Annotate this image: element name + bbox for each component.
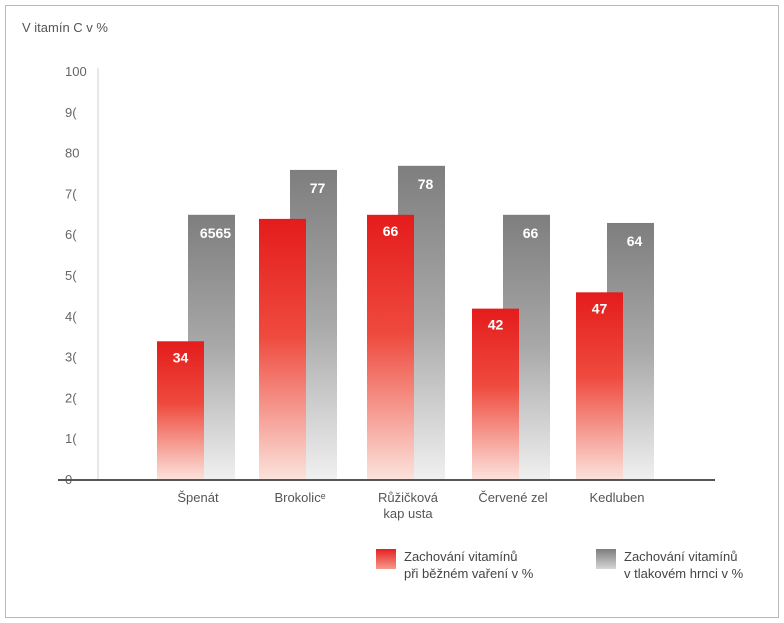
- legend-label-line: v tlakovém hrnci v %: [624, 566, 744, 581]
- y-tick-label: 5(: [65, 268, 77, 283]
- y-axis-label: V itamín C v %: [22, 20, 108, 35]
- y-tick-label: 7(: [65, 186, 77, 201]
- y-tick-label: 4(: [65, 309, 77, 324]
- y-tick-label: 100: [65, 64, 87, 79]
- legend-label-line: Zachování vitamínů: [404, 549, 518, 564]
- y-tick-label: 80: [65, 146, 79, 161]
- data-label-normal-cooking: 66: [383, 223, 399, 239]
- bar-normal-cooking: [157, 341, 204, 480]
- y-tick-label: 6(: [65, 227, 77, 242]
- data-label-normal-cooking: 47: [592, 300, 608, 316]
- x-category-label: Špenát: [177, 490, 219, 505]
- x-category-label: Červené zel: [478, 490, 547, 505]
- legend-swatch-grey: [596, 549, 616, 569]
- y-tick-label: 2(: [65, 390, 77, 405]
- data-label-normal-cooking: 34: [173, 349, 189, 365]
- data-label-pressure-cooker: 77: [310, 180, 326, 196]
- bar-normal-cooking: [259, 218, 306, 480]
- legend-label-line: při běžném vaření v %: [404, 566, 534, 581]
- data-label-pressure-cooker: 78: [418, 176, 434, 192]
- data-label-pressure-cooker: 66: [523, 225, 539, 241]
- bars: 6565 34 77 78 66 66 42 64 47: [157, 165, 654, 481]
- bar-normal-cooking: [576, 292, 623, 480]
- y-tick-label: 1(: [65, 431, 77, 446]
- legend-item-normal-cooking: Zachování vitamínů při běžném vaření v %: [376, 548, 533, 582]
- data-label-normal-cooking: 42: [488, 317, 504, 333]
- legend-label-line: Zachování vitamínů: [624, 549, 738, 564]
- data-label-pressure-cooker: 64: [627, 233, 643, 249]
- bar-normal-cooking: [472, 308, 519, 480]
- y-axis: 01(2(3(4(5(6(7(809(100: [65, 64, 99, 487]
- legend-item-pressure-cooker: Zachování vitamínů v tlakovém hrnci v %: [596, 548, 743, 582]
- bar-normal-cooking: [367, 214, 414, 481]
- y-tick-label: 9(: [65, 105, 77, 120]
- x-category-label: Brokolicᵉ: [274, 490, 325, 505]
- x-category-label: kap usta: [383, 506, 433, 521]
- data-label-pressure-cooker: 6565: [200, 225, 231, 241]
- y-tick-label: 3(: [65, 350, 77, 365]
- x-category-label: Kedluben: [590, 490, 645, 505]
- x-category-label: Růžičková: [378, 490, 439, 505]
- legend-swatch-red: [376, 549, 396, 569]
